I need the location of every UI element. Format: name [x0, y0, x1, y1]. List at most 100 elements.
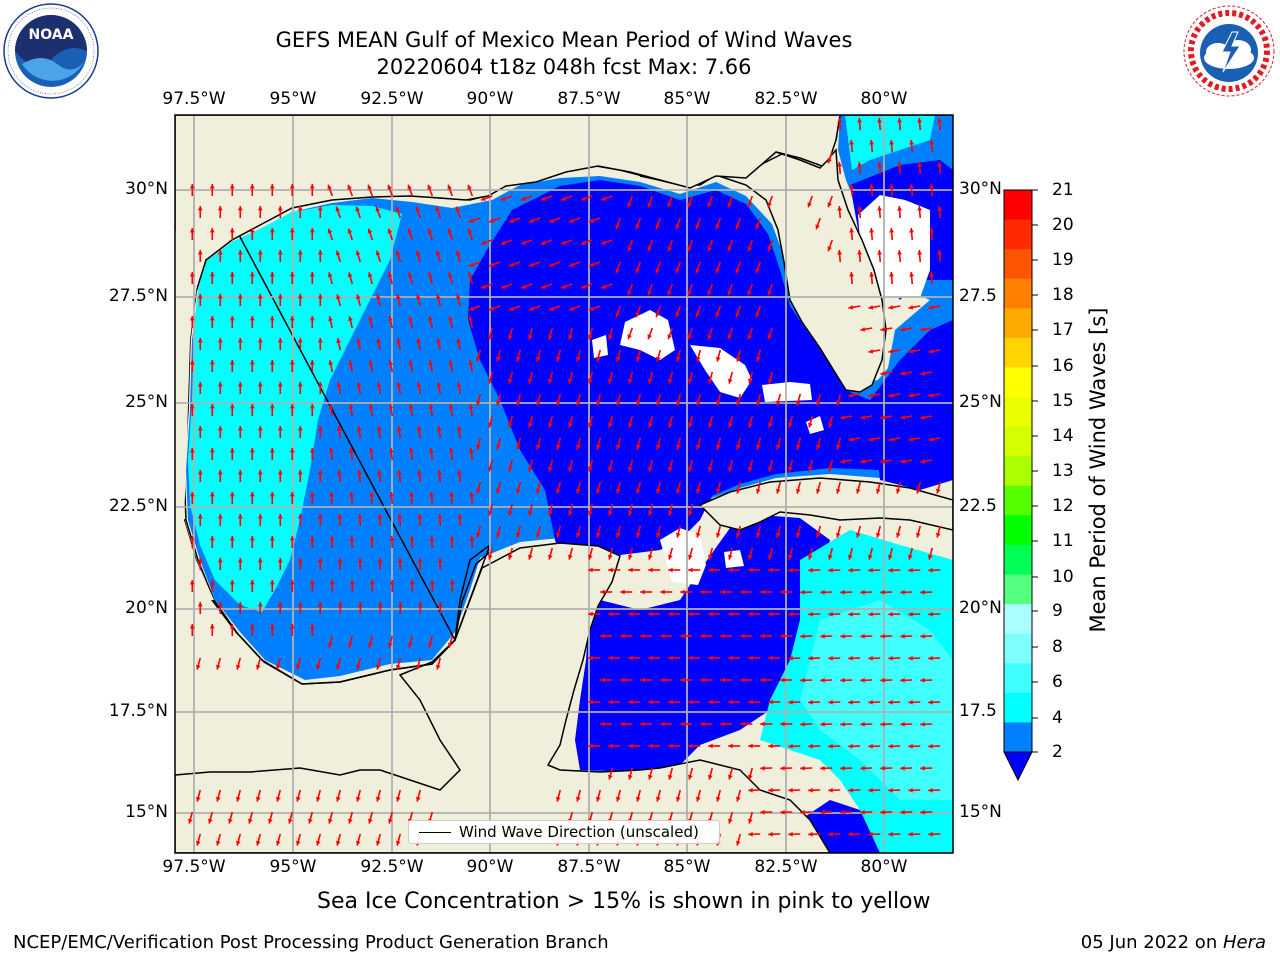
wind-arrow-head — [647, 422, 653, 428]
wind-arrow-head — [269, 184, 275, 189]
wind-arrow-head — [480, 284, 486, 289]
wind-arrow-head — [608, 743, 613, 749]
wind-arrow-head — [289, 316, 295, 321]
wind-arrow-head — [868, 743, 873, 749]
wind-arrow-head — [835, 488, 841, 494]
lon-top-label: 90°W — [466, 89, 514, 109]
wind-arrow-head — [587, 378, 593, 384]
wind-arrow-head — [635, 400, 641, 406]
wind-arrow-head — [715, 400, 721, 406]
wind-arrow-head — [909, 272, 914, 277]
wind-arrow-head — [748, 699, 753, 705]
wind-arrow-head — [548, 306, 554, 311]
wind-arrow-head — [500, 284, 506, 289]
wind-arrow-head — [600, 284, 606, 289]
wind-arrow-head — [475, 488, 481, 494]
wind-arrow-head — [449, 580, 455, 585]
wind-arrow-head — [787, 422, 793, 428]
wind-arrow-head — [847, 554, 853, 560]
wind-arrow-head — [555, 796, 561, 802]
wind-arrow-head — [780, 721, 785, 727]
wind-arrow-head — [840, 809, 845, 815]
wind-arrow-head — [807, 422, 813, 428]
wind-arrow-head — [735, 840, 741, 846]
wind-arrow-head — [217, 514, 223, 519]
wind-arrow-head — [668, 743, 673, 749]
wind-arrow-head — [415, 206, 421, 212]
wind-arrow-head — [628, 567, 633, 573]
wind-arrow-head — [755, 400, 761, 406]
wind-arrow-head — [747, 378, 753, 384]
wind-arrow-head — [435, 206, 441, 212]
wind-arrow-head — [688, 655, 693, 661]
wind-arrow-head — [740, 633, 745, 639]
wind-arrow-head — [297, 514, 303, 519]
wind-arrow-head — [277, 250, 283, 255]
wind-arrow-head — [495, 400, 501, 406]
wind-arrow-head — [417, 514, 423, 519]
wind-arrow-head — [727, 818, 733, 824]
wind-arrow-head — [635, 488, 641, 494]
wind-arrow-head — [269, 536, 275, 541]
wind-arrow-head — [695, 224, 700, 230]
wind-arrow-head — [197, 470, 203, 475]
lat-left-label: 17.5°N — [108, 701, 168, 721]
wind-arrow-head — [297, 602, 303, 607]
wind-arrow-head — [748, 743, 753, 749]
wind-arrow-head — [747, 290, 752, 296]
wind-arrow-head — [668, 567, 673, 573]
wind-arrow-head — [388, 404, 394, 409]
wind-arrow-head — [837, 206, 842, 211]
wind-arrow-head — [427, 272, 433, 278]
lat-right-label: 22.5 — [959, 496, 997, 516]
wind-arrow-head — [897, 250, 902, 255]
wind-arrow-head — [229, 624, 235, 629]
wind-arrow-head — [700, 721, 705, 727]
wind-arrow-head — [487, 334, 493, 340]
colorbar-tick-label: 11 — [1052, 531, 1074, 551]
wind-arrow-head — [937, 162, 942, 167]
wind-arrow-head — [728, 611, 733, 617]
wind-arrow-head — [748, 567, 753, 573]
wind-arrow-head — [920, 721, 925, 727]
credit-text: NCEP/EMC/Verification Post Processing Pr… — [13, 932, 609, 953]
wind-arrow-head — [507, 378, 513, 384]
wind-arrow-head — [888, 348, 894, 354]
wind-arrow-head — [527, 466, 533, 472]
wind-arrow-head — [608, 699, 613, 705]
wind-arrow-head — [935, 532, 941, 538]
wind-arrow-head — [907, 554, 913, 560]
wind-arrow-head — [668, 655, 673, 661]
wind-arrow-head — [447, 228, 453, 234]
wind-arrow-head — [348, 448, 354, 453]
wind-arrow-head — [335, 796, 341, 802]
wind-arrow-head — [297, 382, 303, 387]
wind-arrow-head — [357, 514, 363, 519]
colorbar-tick-label: 9 — [1052, 601, 1063, 621]
wind-arrow-head — [715, 356, 721, 362]
wind-arrow-head — [860, 765, 865, 771]
wind-arrow-head — [389, 536, 395, 541]
wind-arrow-head — [436, 294, 441, 300]
wind-arrow-head — [888, 392, 894, 398]
wind-arrow-head — [767, 202, 772, 208]
wind-arrow-head — [815, 400, 821, 406]
wind-arrow-head — [615, 224, 620, 230]
wind-arrow-head — [900, 326, 906, 332]
wind-arrow-head — [327, 228, 333, 234]
wind-arrow-head — [688, 611, 693, 617]
lon-bottom-label: 82.5°W — [754, 857, 818, 877]
wind-arrow-head — [449, 492, 455, 497]
wind-arrow-head — [755, 532, 761, 538]
wind-arrow-head — [768, 655, 773, 661]
wind-arrow-head — [849, 184, 854, 189]
wind-arrow-head — [715, 224, 720, 230]
wind-arrow-head — [335, 840, 341, 846]
wind-arrow-head — [317, 294, 323, 299]
wind-arrow-head — [275, 840, 281, 846]
colorbar-segment — [1004, 485, 1032, 516]
wind-arrow-head — [567, 422, 573, 428]
wind-arrow-head — [900, 458, 906, 464]
wind-arrow-head — [627, 334, 632, 340]
wind-arrow-head — [507, 554, 513, 560]
